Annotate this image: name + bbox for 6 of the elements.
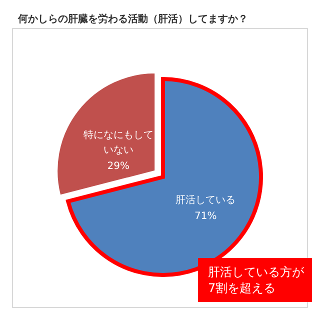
text: 肝活している方が7割を超える <box>198 258 312 302</box>
slice-label: 特になにもしていない <box>83 128 154 156</box>
slice-label: 肝活している <box>176 194 236 206</box>
data-label: 71% <box>194 211 217 222</box>
data-label: 29% <box>107 160 130 172</box>
chart-title: 何かしらの肝臓を労わる活動（肝活）してますか？ <box>16 12 249 27</box>
